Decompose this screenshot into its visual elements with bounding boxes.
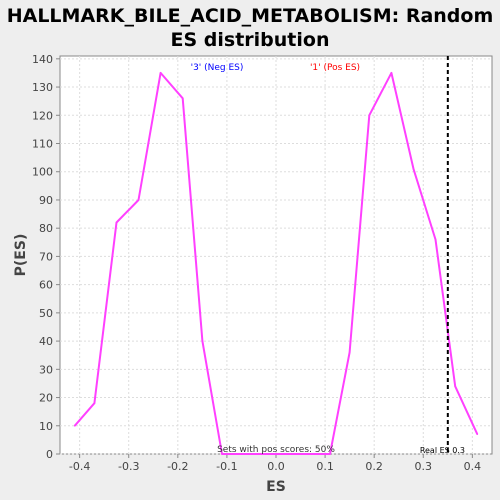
data-point	[329, 453, 331, 455]
data-point	[137, 199, 140, 201]
data-point	[265, 453, 267, 455]
x-tick-label: -0.4	[69, 460, 90, 473]
x-tick-label: -0.3	[118, 460, 139, 473]
grid-layer	[60, 56, 492, 455]
y-tick-label: 120	[32, 109, 53, 122]
chart-title-line-1: HALLMARK_BILE_ACID_METABOLISM: Random	[7, 5, 494, 27]
x-axis-label: ES	[266, 479, 286, 495]
y-axis-ticks: 0 10 20 30 40 50 60 70 80 90 100 110 120 130 140	[32, 53, 60, 461]
y-tick-label: 30	[39, 363, 53, 376]
data-point	[73, 424, 76, 427]
x-tick-label: -0.1	[216, 460, 237, 473]
y-tick-label: 100	[32, 166, 53, 179]
pos-es-label: '1' (Pos ES)	[310, 63, 360, 73]
series-layer	[73, 71, 479, 455]
y-tick-label: 40	[39, 335, 53, 348]
y-tick-label: 0	[46, 448, 53, 461]
x-tick-label: 0.4	[464, 460, 482, 473]
y-tick-label: 10	[39, 420, 53, 433]
y-tick-label: 70	[39, 250, 53, 263]
x-axis-ticks: -0.4 -0.3 -0.2 -0.1 0.0 0.1 0.2 0.3 0.4	[69, 454, 481, 473]
data-point	[115, 221, 118, 224]
y-tick-label: 140	[32, 53, 53, 66]
y-tick-label: 130	[32, 81, 53, 94]
chart-title-line-2: ES distribution	[171, 29, 330, 51]
data-point	[454, 385, 456, 388]
x-tick-label: 0.2	[365, 460, 383, 473]
neg-es-label: '3' (Neg ES)	[191, 63, 244, 73]
x-tick-label: 0.1	[316, 460, 334, 473]
real-es-layer: Real ES 0.3	[420, 56, 465, 455]
y-tick-label: 110	[32, 138, 53, 151]
pos-scores-label: Sets with pos scores: 50%	[217, 445, 335, 455]
real-es-label: Real ES 0.3	[420, 446, 465, 455]
data-point	[285, 453, 287, 455]
data-point	[476, 433, 479, 436]
y-axis-label: P(ES)	[13, 234, 29, 277]
data-point	[412, 168, 415, 170]
y-tick-label: 80	[39, 222, 53, 235]
data-point	[221, 453, 223, 455]
data-point	[434, 238, 437, 241]
data-point	[201, 340, 204, 342]
data-point	[159, 72, 162, 74]
x-tick-label: 0.3	[415, 460, 433, 473]
x-tick-label: 0.0	[267, 460, 285, 473]
data-point	[181, 97, 184, 100]
data-point	[368, 114, 371, 117]
plot-area	[59, 55, 493, 455]
y-tick-label: 50	[39, 307, 53, 320]
y-tick-label: 20	[39, 392, 53, 405]
series-line	[73, 71, 479, 455]
y-tick-label: 90	[39, 194, 53, 207]
x-tick-label: -0.2	[167, 460, 188, 473]
data-point	[390, 72, 393, 74]
data-point	[93, 402, 96, 404]
y-tick-label: 60	[39, 279, 53, 292]
data-point	[348, 351, 351, 354]
